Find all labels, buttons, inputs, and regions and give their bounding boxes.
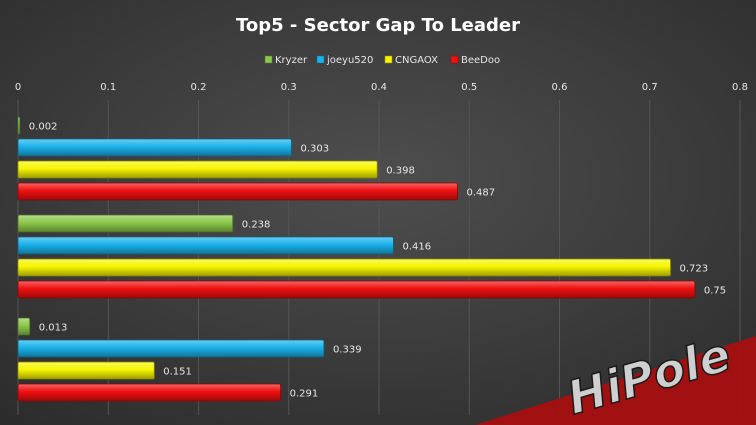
bar-kryzer: [17, 116, 21, 135]
data-label: 0.487: [467, 188, 496, 199]
x-tick-label: 0.5: [461, 82, 477, 93]
legend-item: Kryzer: [264, 55, 308, 66]
legend-item: joeyu520: [316, 55, 373, 66]
legend-swatch: [450, 55, 459, 64]
data-label: 0.291: [290, 389, 319, 400]
legend-item: CNGAOX: [384, 55, 438, 66]
data-label: 0.339: [333, 345, 362, 356]
x-tick-label: 0.1: [100, 82, 116, 93]
x-tick-label: 0: [15, 82, 21, 93]
data-label: 0.398: [386, 166, 415, 177]
data-label: 0.416: [402, 242, 431, 253]
data-label: 0.002: [29, 122, 58, 133]
x-tick-label: 0.4: [371, 82, 387, 93]
legend: Kryzer joeyu520 CNGAOX BeeDoo: [264, 55, 500, 66]
x-tick-label: 0.3: [281, 82, 297, 93]
bar-kryzer: [17, 214, 234, 233]
data-labels: 0.002 0.303 0.398 0.487 0.238 0.416 0.723 0.75 0…: [29, 122, 726, 400]
x-tick-label: 0.2: [191, 82, 207, 93]
bar-joeyu520: [17, 236, 394, 255]
bar-beedoo: [17, 280, 696, 299]
data-label: 0.151: [163, 367, 192, 378]
bar-cngaox: [17, 258, 671, 277]
legend-swatch: [384, 55, 393, 64]
bar-kryzer: [17, 317, 31, 336]
bar-joeyu520: [17, 339, 325, 358]
bars: [17, 116, 696, 402]
chart-title: Top5 - Sector Gap To Leader: [236, 15, 520, 36]
legend-swatch: [264, 55, 273, 64]
data-label: 0.013: [39, 323, 68, 334]
x-tick-label: 0.7: [642, 82, 658, 93]
bar-cngaox: [17, 361, 155, 380]
bar-beedoo: [17, 182, 458, 201]
data-label: 0.303: [300, 144, 329, 155]
data-label: 0.238: [242, 220, 271, 231]
legend-swatch: [316, 55, 325, 64]
legend-label: CNGAOX: [395, 55, 438, 66]
bar-beedoo: [17, 383, 282, 402]
legend-item: BeeDoo: [450, 55, 500, 66]
bar-joeyu520: [17, 138, 292, 157]
bar-cngaox: [17, 160, 378, 179]
legend-label: joeyu520: [326, 55, 373, 66]
legend-label: BeeDoo: [461, 55, 500, 66]
x-tick-label: 0.6: [552, 82, 568, 93]
legend-label: Kryzer: [275, 55, 308, 66]
x-tick-label: 0.8: [732, 82, 748, 93]
data-label: 0.75: [704, 286, 726, 297]
x-axis-ticks: 0 0.1 0.2 0.3 0.4 0.5 0.6 0.7 0.8: [15, 82, 748, 93]
data-label: 0.723: [680, 264, 709, 275]
